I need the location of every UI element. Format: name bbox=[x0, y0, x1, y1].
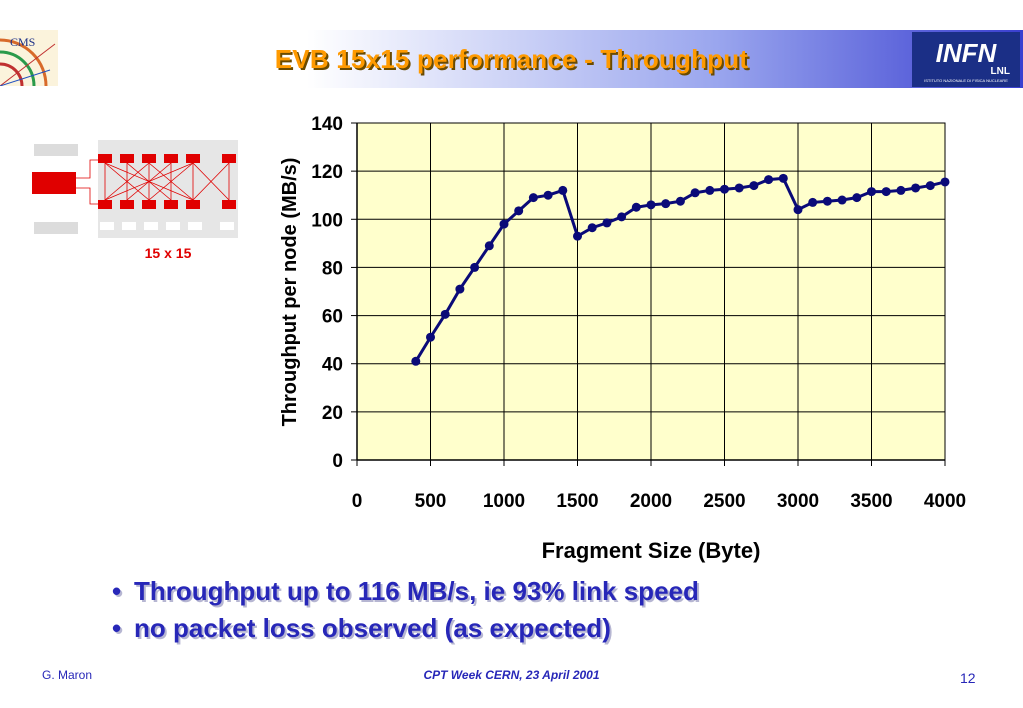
data-point bbox=[675, 196, 685, 206]
data-point bbox=[911, 183, 921, 193]
x-tick-label: 500 bbox=[415, 491, 447, 512]
y-tick-label: 20 bbox=[322, 403, 343, 424]
x-tick-label: 1500 bbox=[556, 491, 598, 512]
data-point bbox=[499, 219, 509, 229]
x-tick-label: 4000 bbox=[924, 491, 966, 512]
data-point bbox=[470, 262, 480, 272]
x-axis-label: Fragment Size (Byte) bbox=[542, 538, 761, 563]
data-point bbox=[661, 199, 671, 209]
x-tick-label: 0 bbox=[352, 491, 363, 512]
bullet-text: Throughput up to 116 MB/s, ie 93% link s… bbox=[134, 576, 699, 606]
cms-logo: CMS bbox=[0, 30, 58, 86]
data-point bbox=[690, 188, 700, 198]
x-tick-label: 2500 bbox=[703, 491, 745, 512]
data-point bbox=[822, 196, 832, 206]
bullet-marker: • bbox=[112, 576, 122, 606]
slide-title: EVB 15x15 performance - Throughput bbox=[274, 44, 749, 74]
cms-logo-text: CMS bbox=[10, 35, 35, 49]
data-point bbox=[720, 184, 729, 194]
bullet-marker: • bbox=[112, 613, 122, 643]
infn-logo-text: INFN bbox=[935, 38, 997, 68]
data-point bbox=[764, 175, 774, 185]
axes bbox=[351, 122, 946, 466]
page-number: 12 bbox=[960, 670, 976, 686]
data-point bbox=[587, 223, 597, 233]
data-point bbox=[940, 177, 950, 187]
y-tick-label: 80 bbox=[322, 258, 343, 279]
y-axis-label: Throughput per node (MB/s) bbox=[279, 158, 301, 427]
y-tick-label: 100 bbox=[311, 210, 343, 231]
data-point bbox=[455, 284, 465, 294]
data-point bbox=[602, 218, 612, 228]
data-point bbox=[793, 205, 803, 215]
bullet-item: • no packet loss observed (as expected) bbox=[112, 613, 699, 644]
diagram-caption: 15 x 15 bbox=[144, 245, 192, 261]
data-point bbox=[631, 202, 641, 212]
data-point bbox=[514, 206, 524, 216]
data-point bbox=[808, 197, 818, 207]
series bbox=[411, 173, 950, 366]
data-point bbox=[558, 185, 568, 195]
y-tick-label: 140 bbox=[311, 114, 343, 135]
data-point bbox=[896, 185, 906, 195]
data-point bbox=[925, 181, 935, 191]
data-point bbox=[705, 185, 715, 195]
infn-logo-small-text: ISTITUTO NAZIONALE DI FISICA NUCLEARE bbox=[924, 78, 1008, 83]
y-tick-label: 40 bbox=[322, 355, 343, 376]
data-point bbox=[646, 200, 656, 210]
data-point bbox=[573, 231, 582, 241]
data-point bbox=[881, 187, 891, 197]
data-point bbox=[426, 332, 435, 342]
y-tick-label: 0 bbox=[332, 451, 343, 472]
footer-author: G. Maron bbox=[42, 668, 93, 682]
event-builder-diagram bbox=[30, 138, 240, 242]
data-point bbox=[778, 173, 788, 183]
data-point bbox=[617, 212, 627, 222]
tick-labels: 0 20 40 60 80 100 120 140 0 500 1000 1500 2000 2500 30… bbox=[311, 114, 966, 512]
data-point bbox=[528, 193, 538, 203]
bullet-item: • Throughput up to 116 MB/s, ie 93% link … bbox=[112, 576, 699, 607]
infn-logo: INFN LNL ISTITUTO NAZIONALE DI FISICA NU… bbox=[912, 32, 1020, 87]
x-tick-label: 2000 bbox=[630, 491, 672, 512]
data-point bbox=[734, 183, 744, 193]
y-tick-label: 60 bbox=[322, 307, 343, 328]
x-tick-label: 1000 bbox=[483, 491, 525, 512]
x-tick-label: 3500 bbox=[850, 491, 892, 512]
infn-logo-subtext: LNL bbox=[990, 66, 1010, 77]
data-point bbox=[749, 181, 759, 191]
data-point bbox=[852, 193, 862, 203]
y-tick-label: 120 bbox=[311, 162, 343, 183]
x-tick-label: 3000 bbox=[777, 491, 819, 512]
data-point bbox=[837, 195, 847, 205]
data-point bbox=[867, 187, 876, 197]
footer-event: CPT Week CERN, 23 April 2001 bbox=[423, 668, 600, 682]
title-band bbox=[0, 30, 1023, 88]
data-point bbox=[411, 356, 421, 366]
data-point bbox=[440, 309, 450, 319]
data-point bbox=[484, 241, 494, 251]
bullet-list: • Throughput up to 116 MB/s, ie 93% link … bbox=[112, 576, 699, 650]
data-point bbox=[543, 190, 553, 200]
bullet-text: no packet loss observed (as expected) bbox=[134, 613, 611, 643]
